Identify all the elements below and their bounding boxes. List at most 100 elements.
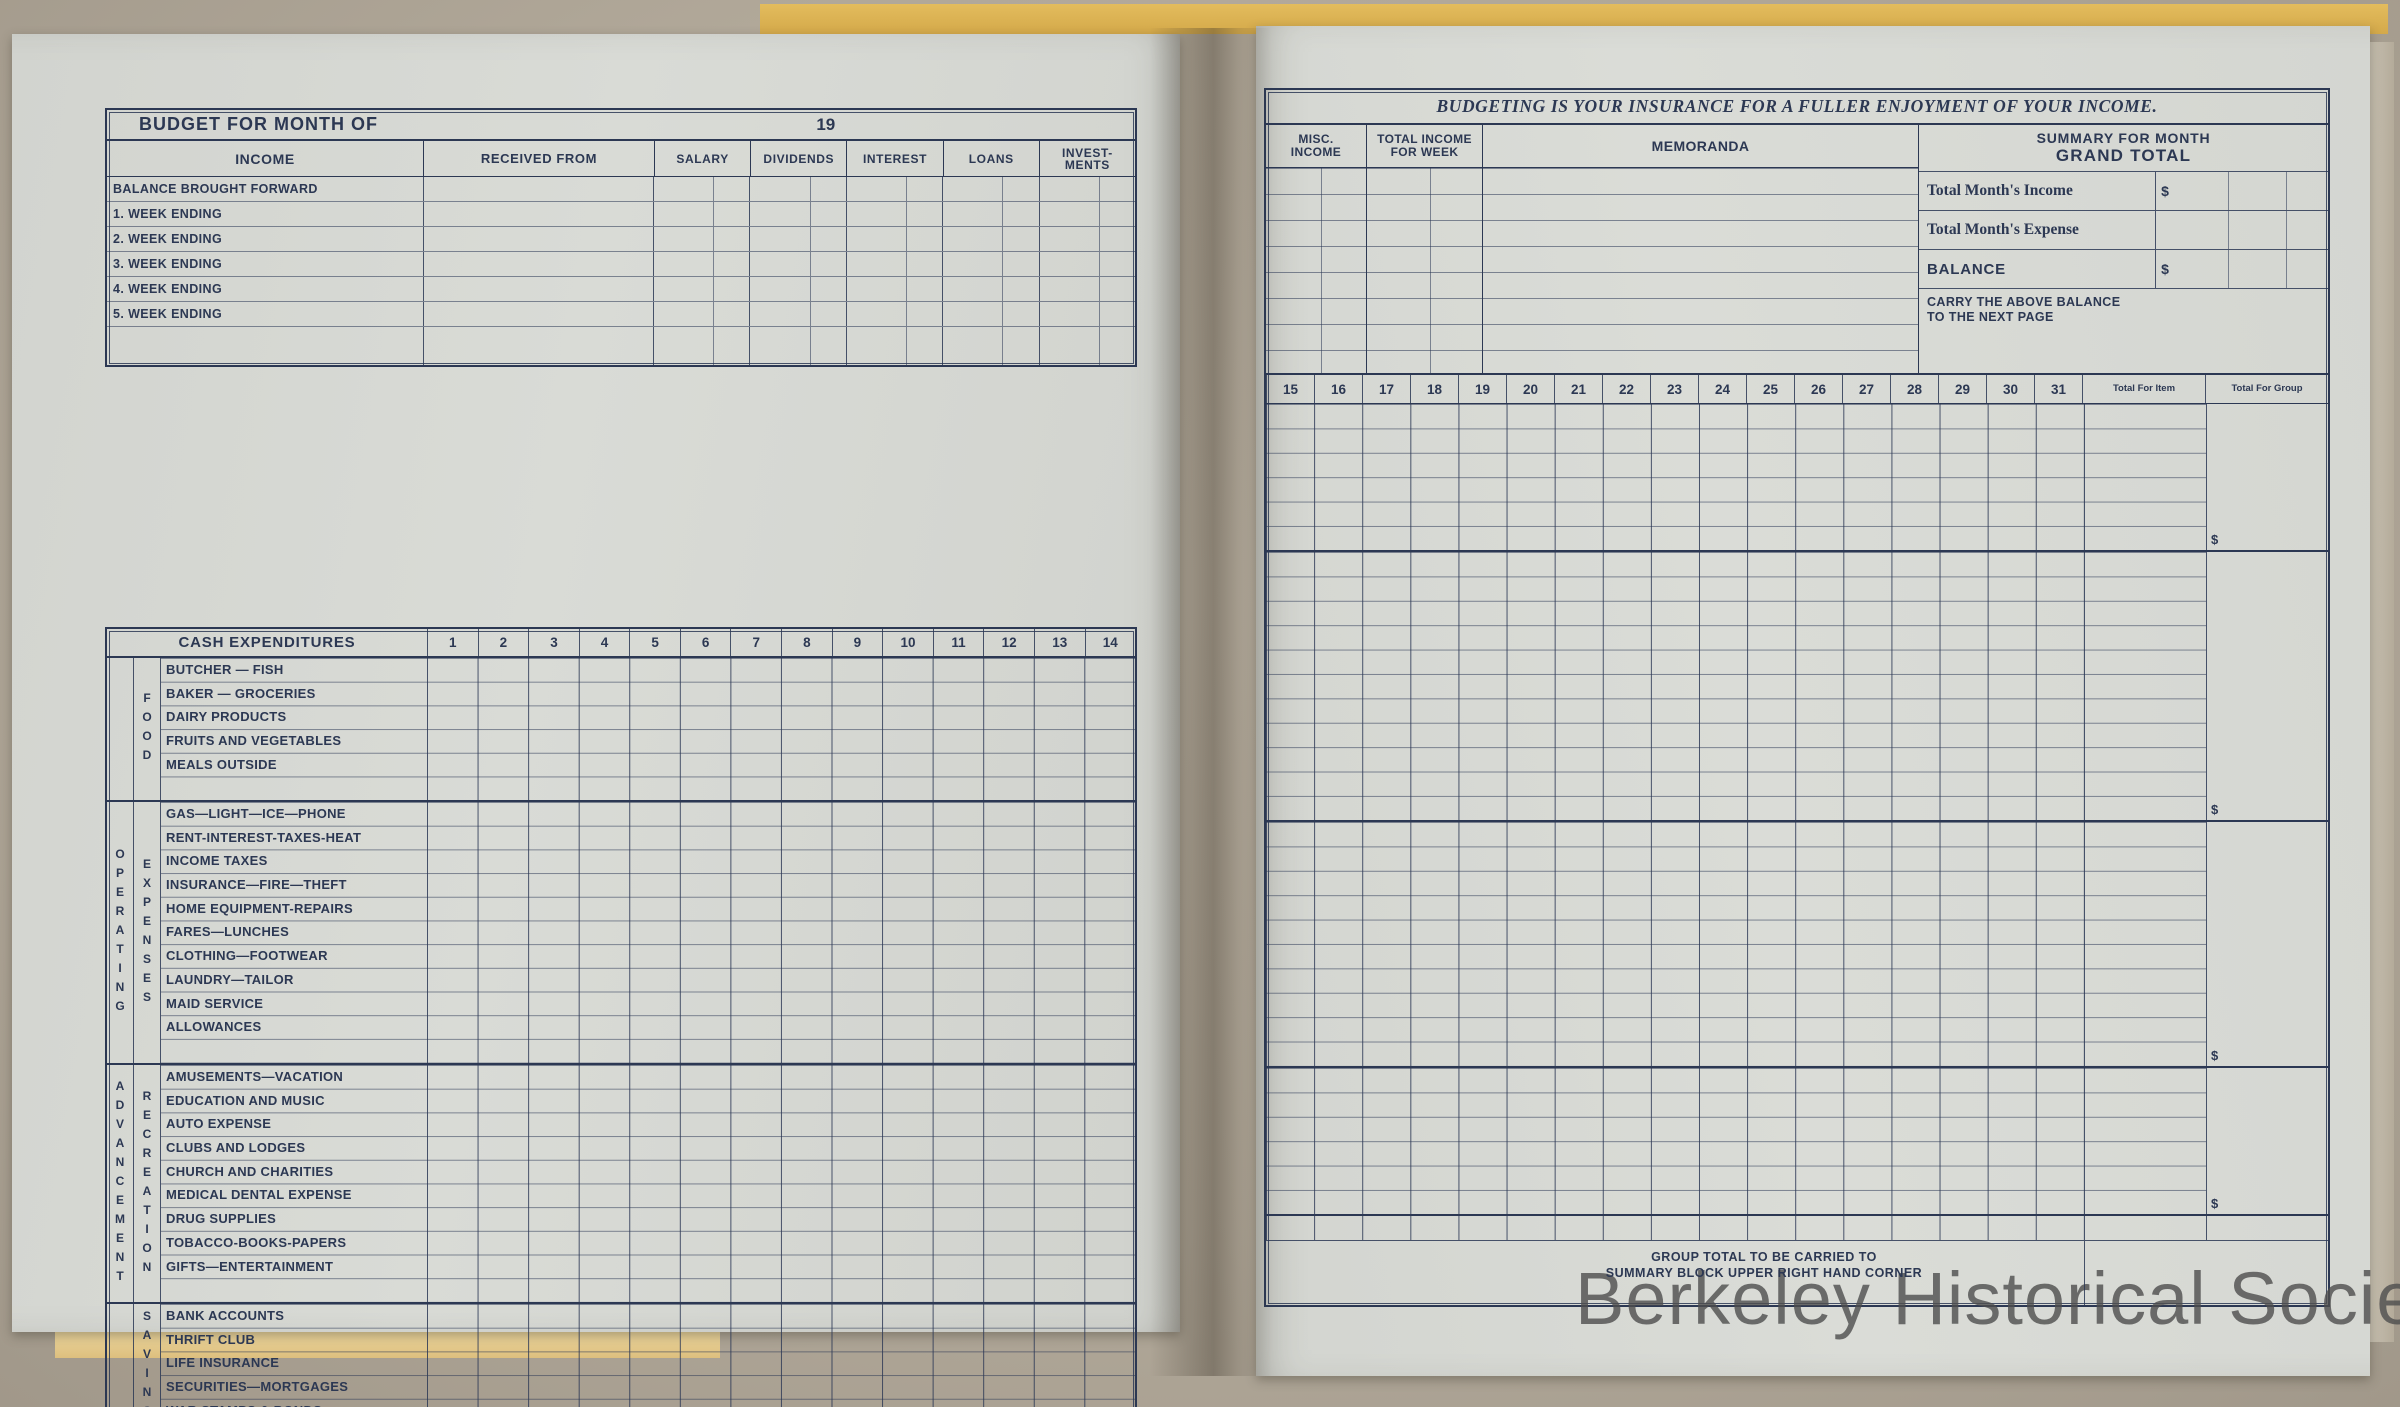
day-number: 28 (1890, 375, 1938, 403)
col-header-interest: INTEREST (846, 141, 942, 176)
income-row: 1. WEEK ENDING (107, 202, 1135, 227)
loans-cell (942, 177, 1038, 201)
salary-cell (653, 277, 749, 301)
expenses-vertical-label: EXPENSES (134, 802, 161, 1063)
food-total-for-group-cell: $ (2206, 404, 2328, 550)
expense-item-label: HOME EQUIPMENT-REPAIRS (166, 900, 353, 916)
income-table: BUDGET FOR MONTH OF 19 INCOME RECEIVED F… (105, 108, 1137, 367)
income-row: 3. WEEK ENDING (107, 252, 1135, 277)
day-number: 18 (1410, 375, 1458, 403)
food-group-continuation: $ (1266, 404, 2328, 550)
investments-cell (1038, 277, 1135, 301)
income-row: 4. WEEK ENDING (107, 277, 1135, 302)
operating-group-continuation: $ (1266, 550, 2328, 820)
investments-cell (1038, 202, 1135, 226)
grand-total-box (2084, 1241, 2328, 1305)
income-blank-row (107, 327, 1135, 365)
right-page-footer: GROUP TOTAL TO BE CARRIED TO SUMMARY BLO… (1266, 1240, 2328, 1305)
day-number: 31 (2034, 375, 2082, 403)
day-number: 17 (1362, 375, 1410, 403)
dividends-cell (749, 252, 845, 276)
cash-expenditures-table: CASH EXPENDITURES 1 2 3 4 5 6 7 8 9 10 11 12 13 14 FO… (105, 627, 1137, 1407)
interest-cell (845, 252, 942, 276)
expense-item-label: ALLOWANCES (166, 1019, 262, 1035)
total-income-cells (1367, 168, 1482, 373)
carry-balance-note: CARRY THE ABOVE BALANCE TO THE NEXT PAGE (1927, 295, 2121, 324)
income-row-label: 5. WEEK ENDING (113, 307, 223, 321)
total-for-item-cell (2084, 1216, 2206, 1240)
income-header-row: INCOME RECEIVED FROM SALARY DIVIDENDS IN… (107, 141, 1135, 177)
interest-cell (845, 277, 942, 301)
day-number: 26 (1794, 375, 1842, 403)
cents-cell (2286, 211, 2328, 249)
dividends-cell (749, 202, 845, 226)
dollar-sign: $ (2211, 1196, 2219, 1211)
expense-item-label: FRUITS AND VEGETABLES (166, 733, 342, 749)
expense-item-label: AUTO EXPENSE (166, 1116, 272, 1132)
summary-title: SUMMARY FOR MONTH GRAND TOTAL (1919, 125, 2328, 172)
expense-item-label: MEALS OUTSIDE (166, 756, 277, 772)
received-from-cell (423, 277, 653, 301)
cash-expenditures-heading: CASH EXPENDITURES (178, 634, 356, 651)
day-number: 12 (983, 629, 1034, 656)
group-outer-letter-column (107, 1304, 134, 1407)
expense-item-label: LAUNDRY—TAILOR (166, 971, 294, 987)
expense-item-label: DRUG SUPPLIES (166, 1211, 277, 1227)
income-row: 5. WEEK ENDING (107, 302, 1135, 327)
savings-total-for-item-column (2084, 1068, 2206, 1214)
summary-row: BALANCE $ (1919, 250, 2328, 289)
summary-title-line2: GRAND TOTAL (2055, 146, 2192, 165)
received-from-cell (423, 302, 653, 326)
total-income-for-week-header: TOTAL INCOME FOR WEEK (1367, 125, 1482, 168)
dollar-cell: $ (2155, 250, 2228, 288)
col-header-loans: LOANS (942, 141, 1039, 176)
misc-income-header: MISC. INCOME (1266, 125, 1366, 168)
expense-item-label: WAR STAMPS & BONDS (161, 1399, 427, 1407)
expense-item-label: INCOME TAXES (166, 853, 268, 869)
expense-item-label: AMUSEMENTS—VACATION (166, 1069, 344, 1084)
summary-row-label: BALANCE (1927, 260, 2006, 278)
expense-item-label: BANK ACCOUNTS (166, 1308, 285, 1323)
group-total-instruction-line2: SUMMARY BLOCK UPPER RIGHT HAND CORNER (1605, 1266, 1923, 1280)
loans-cell (942, 302, 1038, 326)
income-row-label: BALANCE BROUGHT FORWARD (113, 182, 318, 196)
advancement-total-for-group-cell: $ (2206, 822, 2328, 1066)
total-for-group-cell (2206, 1216, 2328, 1240)
dollar-cell (2155, 211, 2228, 249)
memoranda-ruled-lines (1483, 168, 1918, 373)
summary-row-label: Total Month's Expense (1927, 221, 2079, 238)
amount-cell (2228, 250, 2286, 288)
day-number: 3 (528, 629, 579, 656)
total-income-for-week-column: TOTAL INCOME FOR WEEK (1366, 125, 1482, 373)
dividends-cell (749, 177, 845, 201)
day-number: 2 (477, 629, 529, 656)
day-number: 24 (1698, 375, 1746, 403)
summary-row-label: Total Month's Income (1927, 182, 2073, 199)
advancement-vertical-label: ADVANCEMENT (107, 1065, 134, 1302)
dividends-cell (749, 277, 845, 301)
advancement-item-labels: AMUSEMENTS—VACATION EDUCATION AND MUSIC AU… (161, 1065, 427, 1302)
day-number: 7 (730, 629, 781, 656)
food-day-grid (427, 658, 1135, 800)
day-number: 27 (1842, 375, 1890, 403)
memoranda-header: MEMORANDA (1483, 125, 1918, 168)
salary-cell (653, 252, 749, 276)
day-number: 19 (1458, 375, 1506, 403)
summary-rows: Total Month's Income $ Total Month's Exp… (1919, 172, 2328, 289)
advancement-group-continuation: $ (1266, 820, 2328, 1066)
interest-cell (845, 227, 942, 251)
operating-total-for-item-column (2084, 552, 2206, 820)
day-headers-15-31: 15 16 17 18 19 20 21 22 23 24 25 26 27 28 29 30 31 (1266, 375, 2082, 403)
summary-row: Total Month's Income $ (1919, 172, 2328, 211)
investments-cell (1038, 252, 1135, 276)
summary-row: Total Month's Expense (1919, 211, 2328, 250)
savings-item-labels: BANK ACCOUNTS THRIFT CLUB LIFE INSURANCE SE… (161, 1304, 427, 1407)
salary-cell (653, 202, 749, 226)
interest-cell (845, 202, 942, 226)
misc-income-cells (1266, 168, 1366, 373)
expense-item-label: BUTCHER — FISH (166, 662, 284, 677)
year-prefix: 19 (816, 114, 836, 134)
watermark-text: Berkeley Historical Society (1575, 1257, 2400, 1340)
expense-item-label: FARES—LUNCHES (166, 924, 290, 940)
day-number: 1 (427, 629, 478, 656)
